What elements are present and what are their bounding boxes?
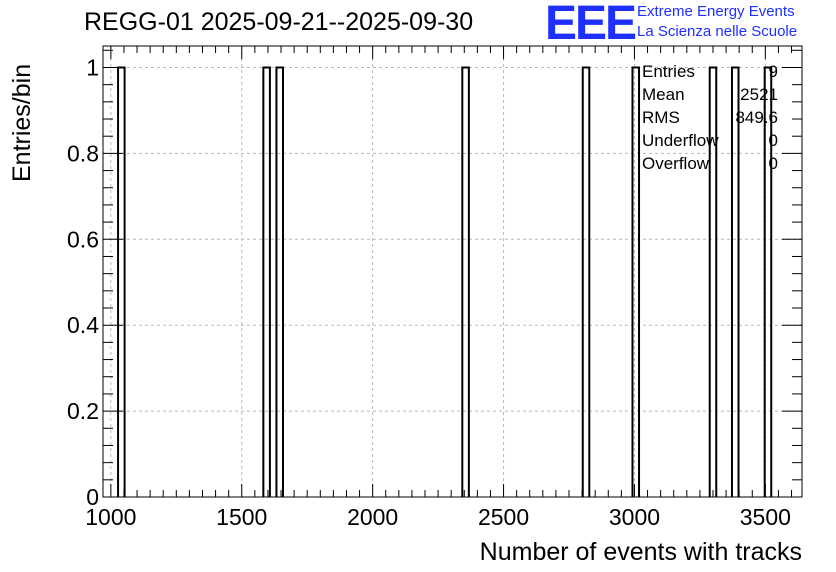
stats-value-entries: 9	[769, 62, 778, 81]
histogram-bin	[117, 66, 126, 497]
stats-label-overflow: Overflow	[642, 154, 710, 173]
y-tick-label: 0.6	[67, 226, 99, 252]
x-tick-label: 2500	[478, 504, 529, 530]
stats-label-entries: Entries	[642, 62, 695, 81]
histogram-bin	[708, 66, 718, 497]
histogram-bin	[581, 66, 591, 497]
histogram-bin	[730, 66, 740, 497]
y-tick-label: 0	[86, 484, 99, 510]
tick-labels-layer: 1000 1500 2000 2500 3000 3500 0 0.2 0.4 0.6 0.8 1	[67, 54, 791, 530]
eee-logo: EEE Extreme Energy Events La Scienza nel…	[545, 0, 835, 50]
y-tick-label: 0.8	[67, 140, 99, 166]
stats-label-underflow: Underflow	[642, 131, 719, 150]
grid-layer	[103, 46, 802, 497]
x-tick-label: 1000	[85, 504, 136, 530]
y-tick-label: 1	[86, 54, 99, 80]
histogram-bin	[262, 66, 271, 497]
x-tick-label: 3000	[609, 504, 660, 530]
bars-layer	[117, 66, 773, 497]
chart-title: REGG-01 2025-09-21--2025-09-30	[84, 8, 474, 36]
histogram-bin	[275, 66, 284, 497]
stats-label-mean: Mean	[642, 85, 685, 104]
stats-value-mean: 2521	[740, 85, 778, 104]
x-tick-label: 2000	[347, 504, 398, 530]
logo-line-1: Extreme Energy Events	[637, 3, 795, 20]
y-tick-label: 0.4	[67, 312, 99, 338]
stats-value-underflow: 0	[769, 131, 778, 150]
stats-label-rms: RMS	[642, 108, 680, 127]
logo-line-2: La Scienza nelle Scuole	[637, 23, 798, 40]
histogram-bin	[631, 66, 641, 497]
x-axis-label: Number of events with tracks	[479, 538, 802, 566]
stats-value-overflow: 0	[769, 154, 778, 173]
x-tick-label: 1500	[216, 504, 267, 530]
histogram-bin	[461, 66, 470, 497]
eee-logo-mark: EEE	[545, 0, 637, 50]
stats-box: Entries 9 Mean 2521 RMS 849.6 Underflow 0 Overfl…	[642, 62, 778, 173]
x-tick-label: 3500	[740, 504, 791, 530]
histogram-bin	[763, 66, 773, 497]
y-tick-label: 0.2	[67, 398, 99, 424]
ticks-layer	[103, 46, 802, 498]
stats-value-rms: 849.6	[735, 108, 778, 127]
plot-frame	[102, 45, 803, 498]
